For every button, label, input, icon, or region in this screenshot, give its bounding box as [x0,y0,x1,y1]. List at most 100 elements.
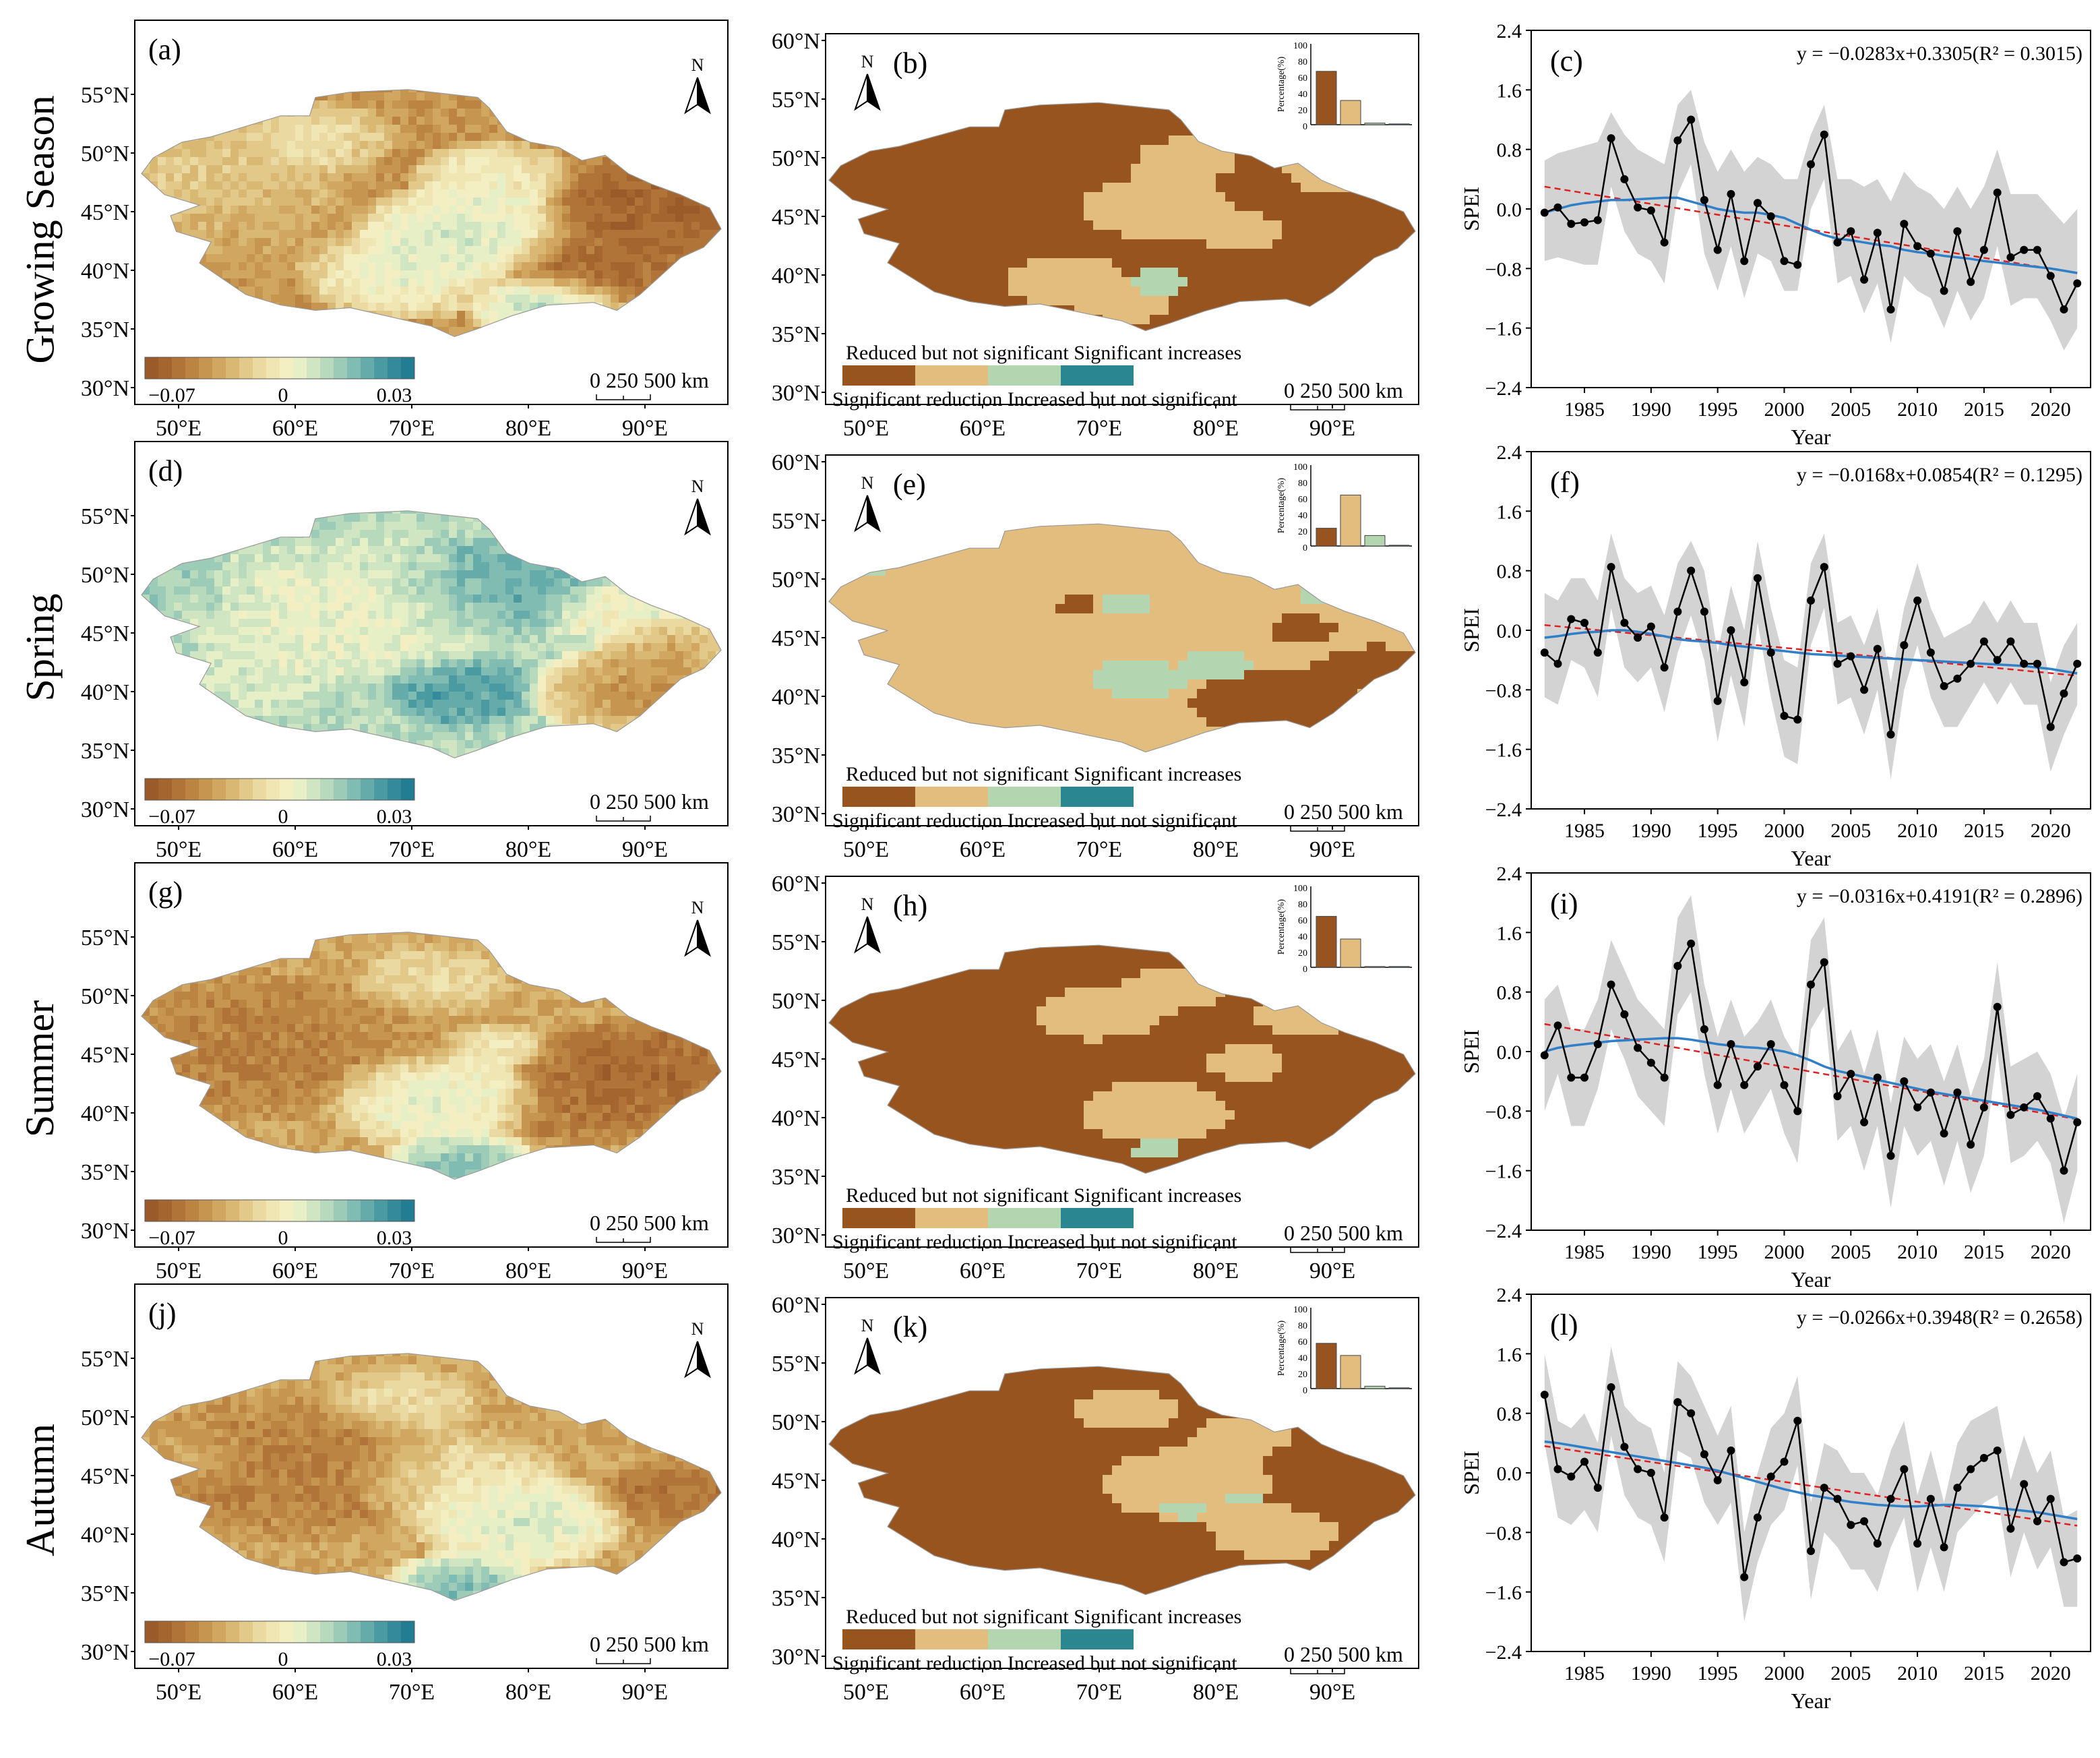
x-tick-label: 1990 [1631,820,1671,842]
inset-tick-label: 20 [1298,1370,1307,1380]
spei-data-point [1607,980,1615,989]
category-legend-swatch [1061,1629,1134,1649]
lat-tick-label: 45°N [772,205,820,230]
scale-bar [596,816,651,822]
colorbar-cell [334,357,348,379]
spei-data-point [1967,1465,1975,1474]
spei-data-point [1766,1472,1775,1481]
lat-tick-label: 35°N [81,317,129,342]
colorbar-cell [307,357,321,379]
colorbar-cell [212,779,226,800]
scale-bar [596,394,651,400]
lon-tick-label: 60°E [960,837,1006,862]
inset-y-label: Percentage(%) [1276,477,1287,533]
y-tick-label: 1.6 [1497,1343,1522,1366]
lat-tick-label: 60°N [772,29,820,54]
category-legend-swatch [842,1629,915,1649]
spei-data-point [1886,1494,1895,1503]
colorbar-cell [212,1200,226,1221]
spei-data-point [2060,689,2068,698]
category-legend-swatch [915,365,988,386]
spei-data-point [1766,648,1775,657]
y-tick-label: 0.8 [1497,140,1522,162]
lon-tick-label: 80°E [505,837,551,862]
y-tick-label: 2.4 [1497,863,1522,885]
colorbar-cell [334,1621,348,1643]
y-tick-label: 0.8 [1497,561,1522,583]
inset-tick-label: 0 [1303,965,1307,975]
lat-tick-label: 35°N [772,1586,820,1611]
lat-tick-label: 55°N [772,509,820,534]
colorbar-cell [185,1200,199,1221]
lat-tick-label: 55°N [81,1347,129,1372]
inset-bar [1316,71,1337,125]
inset-tick-label: 20 [1298,527,1307,537]
spei-data-point [1820,130,1828,139]
spei-data-point [1620,1443,1629,1451]
panel-label: (g) [148,876,183,909]
colorbar-cell [266,1621,280,1643]
colorbar-cell [293,779,307,800]
spei-data-point [1713,1081,1722,1089]
spei-data-point [1766,1039,1775,1048]
north-arrow-icon [697,1341,711,1378]
colorbar-tick-label: 0 [278,1227,288,1249]
inset-bar [1364,535,1386,547]
colorbar-cell [401,357,415,379]
lat-tick-label: 35°N [772,322,820,347]
spei-data-point [1567,1073,1576,1082]
lon-tick-label: 80°E [1193,1259,1239,1283]
inset-bar [1340,1355,1361,1389]
scale-bar [1290,404,1345,411]
spei-data-point [1634,1465,1642,1474]
inset-tick-label: 100 [1293,884,1307,894]
spei-data-point [1847,227,1855,236]
inset-tick-label: 100 [1293,462,1307,473]
colorbar-cell [320,1200,334,1221]
colorbar-cell [388,1621,402,1643]
spei-data-point [1593,1484,1602,1492]
x-tick-label: 2000 [1764,1241,1804,1263]
spei-data-point [2020,1480,2029,1488]
lon-tick-label: 70°E [389,1680,435,1705]
lon-tick-label: 90°E [1309,1259,1355,1283]
spei-data-point [1673,136,1682,145]
colorbar-cell [158,357,173,379]
spei-data-point [1540,1391,1549,1399]
spei-data-point [1979,637,1988,646]
spei-data-point [1807,1546,1815,1555]
x-tick-label: 2010 [1897,398,1938,421]
spei-data-point [1620,175,1629,183]
lat-tick-label: 40°N [81,259,129,284]
inset-tick-label: 80 [1298,57,1307,67]
colorbar-cell [199,1200,213,1221]
north-arrow-label: N [861,895,874,914]
lat-tick-label: 45°N [81,200,129,225]
scale-bar [1290,1247,1345,1253]
lat-tick-label: 30°N [81,797,129,822]
x-axis-label: Year [1791,1689,1831,1713]
spei-data-point [1753,199,1762,208]
y-tick-label: −2.4 [1485,377,1522,400]
colorbar-tick-label: −0.07 [148,1227,195,1249]
spei-data-point [1607,134,1615,143]
spei-data-point [1873,1073,1882,1082]
map-panel-g: (g) N 55°N 50°N 45°N 40°N 35°N 30°N 50°E 60°E 70°E… [81,862,729,1283]
y-axis-label: SPEI [1459,1029,1483,1074]
spei-data-point [1860,1118,1869,1126]
smoothed-line [1544,1440,2078,1521]
spei-data-point [1979,1103,1988,1112]
north-arrow-icon [867,73,881,111]
y-axis-label: SPEI [1459,1451,1483,1495]
lat-tick-label: 40°N [81,1523,129,1548]
lat-tick-label: 55°N [81,926,129,950]
lat-tick-label: 50°N [772,568,820,593]
lat-tick-label: 50°N [81,1405,129,1430]
scale-bar-label: 0 250 500 km [590,1632,709,1656]
lat-tick-label: 50°N [772,146,820,171]
colorbar-cell [334,1200,348,1221]
spei-data-point [1993,1002,2002,1011]
spei-data-point [1847,1521,1855,1529]
map-boundary [141,1353,722,1602]
spei-data-point [2046,723,2055,731]
